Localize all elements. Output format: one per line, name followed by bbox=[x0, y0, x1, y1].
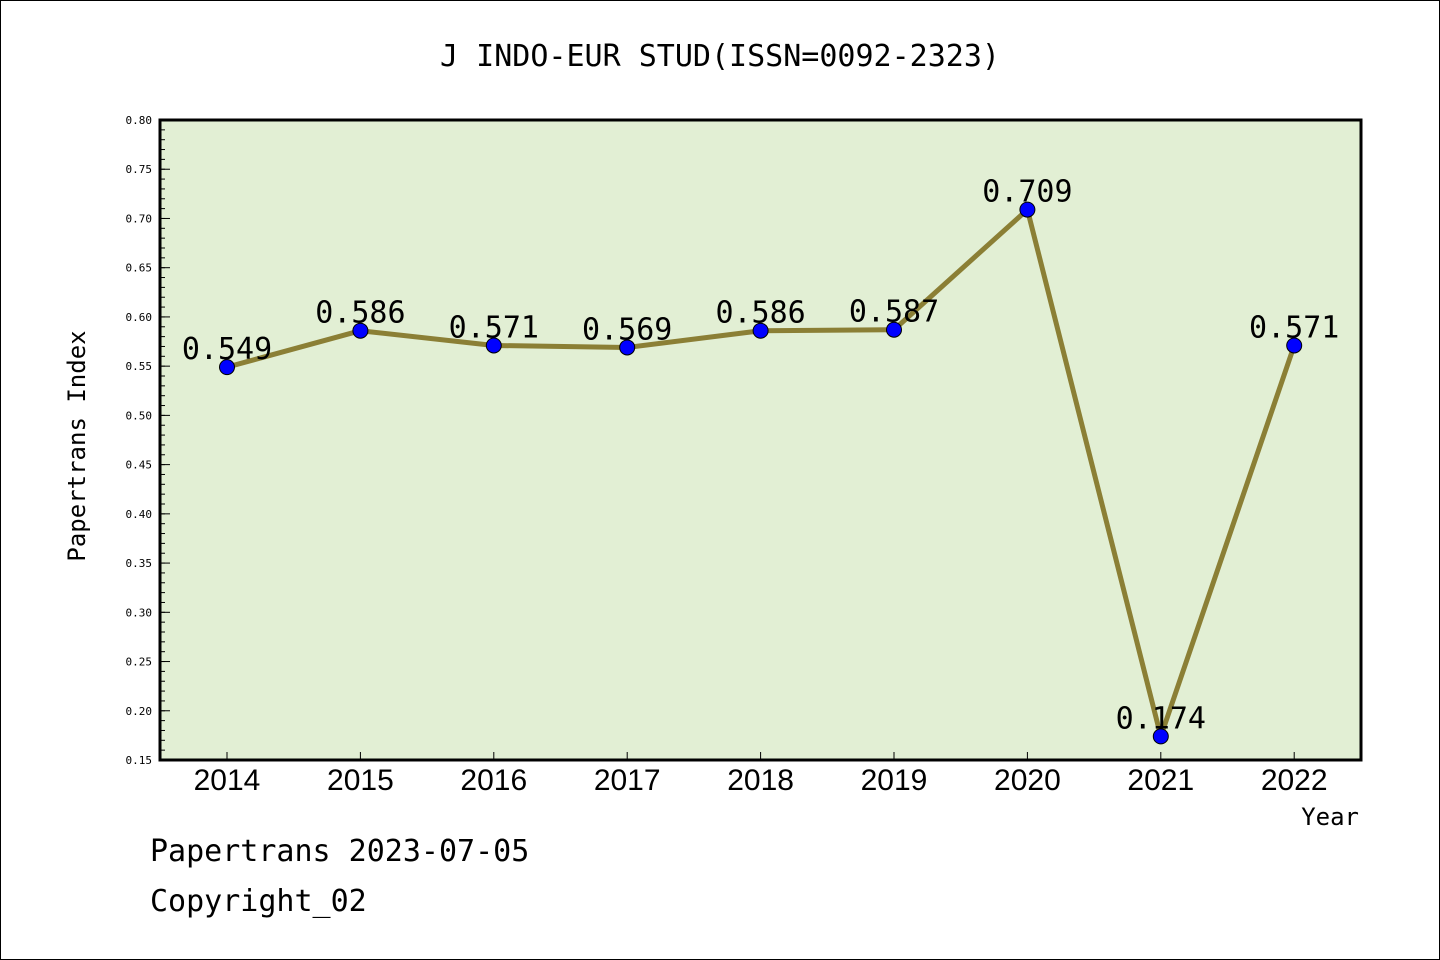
x-axis-ticks: 2014 2015 2016 2017 2018 2019 2020 2021 2022 bbox=[194, 752, 1328, 797]
data-label: 0.571 bbox=[449, 310, 539, 345]
x-tick-label: 2018 bbox=[727, 764, 794, 797]
x-tick-label: 2020 bbox=[994, 764, 1061, 797]
data-label: 0.571 bbox=[1249, 310, 1339, 345]
data-label: 0.587 bbox=[849, 295, 939, 330]
x-tick-label: 2015 bbox=[327, 764, 394, 797]
data-point bbox=[1019, 201, 1036, 218]
data-point bbox=[886, 321, 902, 338]
data-label: 0.709 bbox=[982, 175, 1072, 210]
x-tick-label: 2014 bbox=[194, 764, 261, 797]
data-point bbox=[485, 337, 502, 354]
y-axis-label: Papertrans Index bbox=[63, 330, 91, 561]
y-tick-label: 0.15 bbox=[126, 754, 153, 767]
y-tick-label: 0.80 bbox=[126, 114, 153, 127]
plot-area bbox=[160, 120, 1361, 760]
x-axis-label: Year bbox=[1301, 803, 1359, 831]
data-point bbox=[752, 322, 769, 339]
data-point bbox=[219, 359, 235, 376]
footer-date: Papertrans 2023-07-05 bbox=[150, 834, 530, 869]
data-label: 0.549 bbox=[182, 332, 272, 367]
y-tick-label: 0.65 bbox=[126, 262, 153, 275]
x-tick-label: 2016 bbox=[460, 764, 527, 797]
y-tick-label: 0.60 bbox=[126, 311, 153, 324]
y-tick-label: 0.20 bbox=[126, 705, 153, 718]
x-tick-label: 2017 bbox=[594, 764, 661, 797]
x-tick-label: 2021 bbox=[1127, 764, 1194, 797]
y-tick-label: 0.35 bbox=[126, 557, 153, 570]
x-tick-label: 2019 bbox=[861, 764, 928, 797]
data-points bbox=[219, 201, 1303, 745]
footer-copyright: Copyright_02 bbox=[150, 884, 367, 919]
chart-title: J INDO-EUR STUD(ISSN=0092-2323) bbox=[440, 39, 1000, 74]
y-tick-label: 0.40 bbox=[126, 508, 153, 521]
data-point bbox=[352, 322, 369, 339]
data-label: 0.586 bbox=[715, 296, 805, 331]
y-tick-label: 0.50 bbox=[126, 409, 153, 422]
data-labels: 0.549 0.586 0.571 0.569 0.586 0.587 0.709 0.174… bbox=[182, 175, 1340, 737]
y-tick-label: 0.75 bbox=[126, 163, 153, 176]
y-tick-label: 0.70 bbox=[126, 212, 153, 225]
data-point bbox=[1286, 337, 1303, 354]
data-point bbox=[1152, 728, 1169, 745]
plot-border bbox=[158, 118, 1363, 762]
y-tick-label: 0.30 bbox=[126, 606, 153, 619]
data-label: 0.569 bbox=[582, 312, 672, 347]
data-label: 0.174 bbox=[1116, 701, 1206, 736]
y-tick-label: 0.25 bbox=[126, 656, 153, 669]
data-label: 0.586 bbox=[315, 296, 405, 331]
data-point bbox=[619, 339, 636, 356]
y-axis-ticks: 0.15 0.20 0.25 0.30 0.35 0.40 0.45 0.50 0.55 0.60… bbox=[126, 114, 170, 767]
y-tick-label: 0.55 bbox=[126, 360, 153, 373]
y-tick-label: 0.45 bbox=[126, 459, 153, 472]
x-tick-label: 2022 bbox=[1261, 764, 1328, 797]
